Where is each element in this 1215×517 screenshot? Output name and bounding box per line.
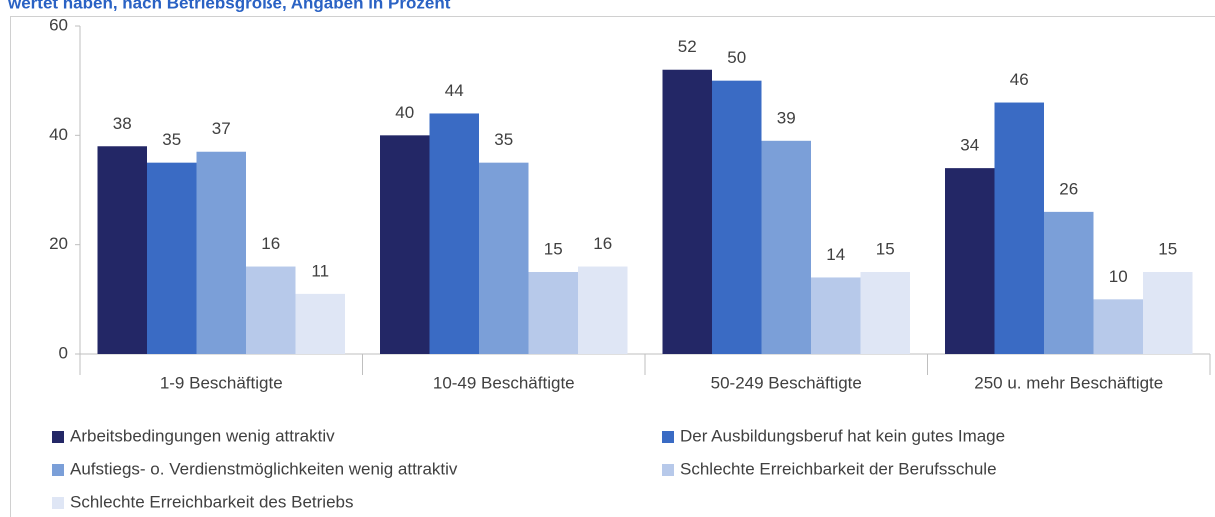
x-tick-label: 50-249 Beschäftigte (711, 373, 862, 392)
legend-label: Arbeitsbedingungen wenig attraktiv (70, 426, 335, 445)
bar (295, 293, 345, 354)
bar (662, 69, 712, 354)
bar (479, 162, 529, 354)
data-label: 46 (1010, 70, 1029, 89)
bar (246, 266, 296, 354)
bar (994, 102, 1044, 355)
x-tick-label: 10-49 Beschäftigte (433, 373, 575, 392)
y-tick-label: 40 (49, 125, 68, 144)
bar (528, 272, 578, 354)
bar (1093, 299, 1143, 354)
bar (429, 113, 479, 354)
y-tick-label: 60 (49, 15, 68, 34)
data-label: 15 (544, 239, 563, 258)
legend-swatch (52, 497, 64, 509)
data-label: 26 (1059, 179, 1078, 198)
data-label: 40 (395, 103, 414, 122)
bar (1044, 211, 1094, 354)
chart-border (10, 16, 1215, 517)
bar (147, 162, 197, 354)
bar (1143, 272, 1193, 354)
bar (97, 146, 147, 354)
bar (196, 151, 246, 354)
bar (860, 272, 910, 354)
data-label: 16 (261, 234, 280, 253)
data-label: 50 (727, 48, 746, 67)
chart-title: wertet haben, nach Betriebsgröße, Angabe… (7, 0, 451, 12)
legend-swatch (52, 464, 64, 476)
bar (945, 168, 995, 354)
x-tick-label: 250 u. mehr Beschäftigte (974, 373, 1163, 392)
data-label: 34 (960, 136, 979, 155)
data-label: 52 (678, 37, 697, 56)
y-tick-label: 20 (49, 234, 68, 253)
data-label: 10 (1109, 267, 1128, 286)
data-label: 14 (826, 245, 845, 264)
legend-label: Schlechte Erreichbarkeit des Betriebs (70, 492, 353, 511)
data-label: 35 (494, 130, 513, 149)
bar (578, 266, 628, 354)
data-label: 11 (311, 261, 329, 280)
legend-swatch (52, 431, 64, 443)
data-label: 15 (1158, 239, 1177, 258)
bar (712, 80, 762, 355)
data-label: 37 (212, 119, 231, 138)
data-label: 35 (162, 130, 181, 149)
data-label: 44 (445, 81, 464, 100)
bar (811, 277, 861, 354)
bar (380, 135, 430, 354)
bar (761, 140, 811, 354)
legend-label: Schlechte Erreichbarkeit der Berufsschul… (680, 459, 997, 478)
data-label: 16 (593, 234, 612, 253)
legend-label: Aufstiegs- o. Verdienstmöglichkeiten wen… (70, 459, 458, 478)
legend-swatch (662, 464, 674, 476)
data-label: 39 (777, 108, 796, 127)
legend-label: Der Ausbildungsberuf hat kein gutes Imag… (680, 426, 1005, 445)
legend-swatch (662, 431, 674, 443)
x-tick-label: 1-9 Beschäftigte (160, 373, 283, 392)
data-label: 15 (876, 239, 895, 258)
data-label: 38 (113, 114, 132, 133)
y-tick-label: 0 (59, 343, 68, 362)
